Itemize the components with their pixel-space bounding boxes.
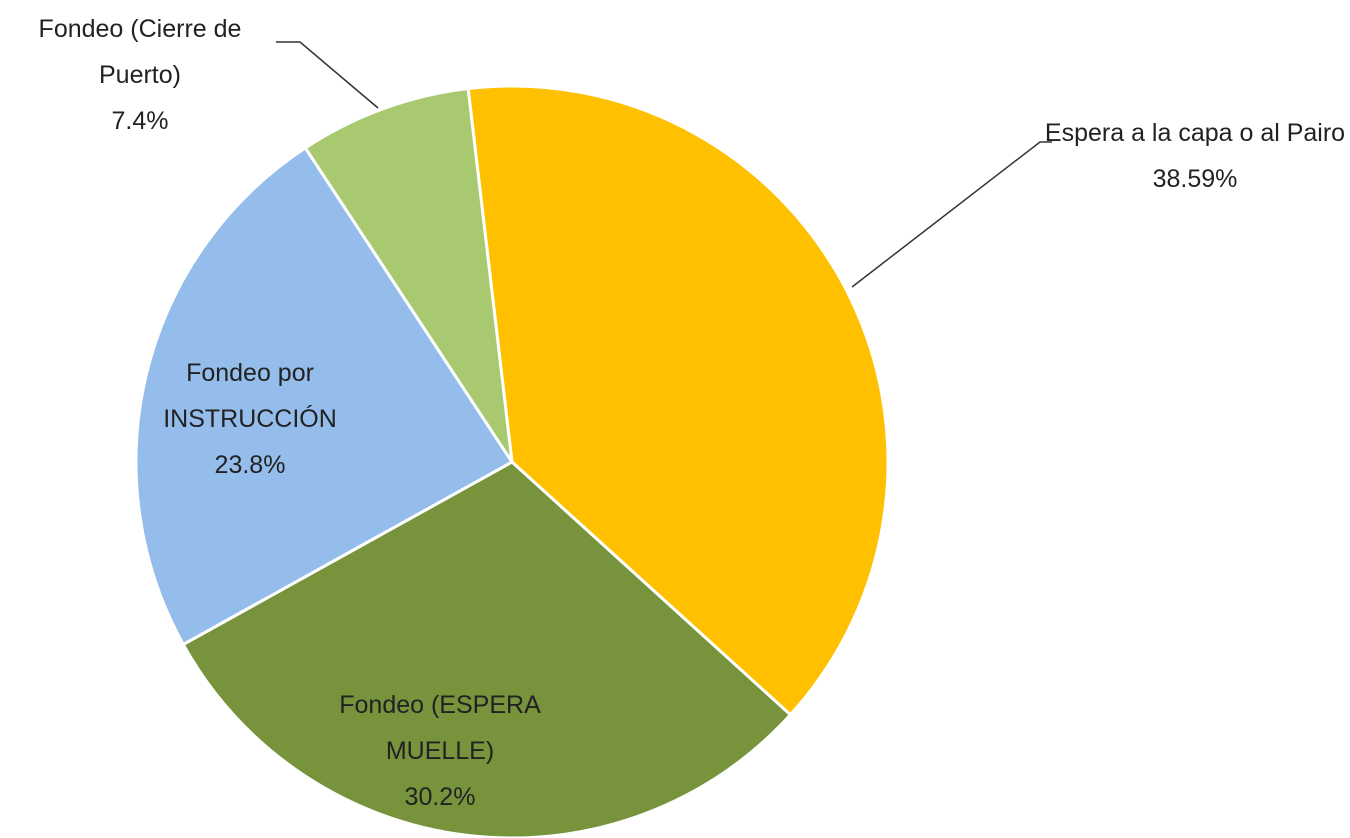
pie-slice	[303, 86, 514, 463]
data-label: Espera a la capa o al Pairo 38.59%	[1035, 110, 1350, 202]
value-label: 23.8%	[214, 451, 286, 479]
category-label: Fondeo (ESPERA MUELLE)	[339, 691, 541, 765]
data-label: Fondeo (ESPERA MUELLE) 30.2%	[325, 682, 555, 820]
value-label: 30.2%	[404, 783, 476, 811]
pie-slice	[466, 84, 890, 717]
leader-line	[276, 41, 379, 109]
pie-slice	[181, 460, 793, 838]
leader-line	[851, 141, 1052, 288]
value-label: 7.4%	[111, 107, 169, 135]
category-label: Fondeo (Cierre de Puerto)	[38, 15, 242, 89]
category-label: Espera a la capa o al Pairo	[1044, 119, 1346, 147]
data-label: Fondeo (Cierre de Puerto) 7.4%	[0, 6, 280, 144]
pie-slice	[134, 145, 515, 647]
data-label: Fondeo por INSTRUCCIÓN 23.8%	[140, 350, 360, 488]
value-label: 38.59%	[1152, 165, 1238, 193]
category-label: Fondeo por INSTRUCCIÓN	[163, 359, 337, 433]
